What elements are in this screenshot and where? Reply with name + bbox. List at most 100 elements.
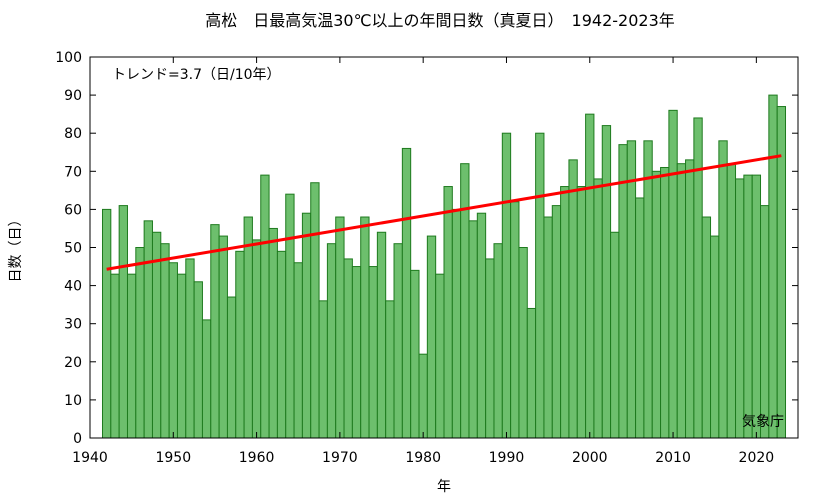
y-tick-label: 70 bbox=[64, 164, 82, 180]
bar bbox=[626, 140, 637, 439]
bar bbox=[426, 235, 437, 439]
x-tick-label: 1950 bbox=[155, 450, 191, 466]
bar bbox=[651, 170, 662, 439]
bar bbox=[410, 269, 420, 439]
bar bbox=[393, 243, 403, 439]
bar bbox=[285, 193, 295, 439]
y-tick-label: 60 bbox=[64, 202, 82, 218]
x-tick-label: 1940 bbox=[72, 450, 108, 466]
bar bbox=[276, 250, 287, 439]
bar bbox=[401, 147, 412, 439]
bar bbox=[110, 273, 120, 439]
bar bbox=[726, 163, 737, 439]
bar bbox=[118, 205, 128, 439]
trend-label: トレンド=3.7（日/10年） bbox=[112, 67, 281, 83]
bar bbox=[576, 186, 587, 439]
bar bbox=[201, 319, 212, 439]
bar bbox=[385, 300, 395, 439]
y-tick-label: 100 bbox=[55, 50, 82, 66]
bar bbox=[318, 300, 328, 439]
x-tick-label: 1980 bbox=[405, 450, 441, 466]
bar bbox=[218, 235, 228, 439]
bar bbox=[160, 243, 170, 439]
y-tick-label: 40 bbox=[64, 279, 82, 295]
bar bbox=[718, 140, 728, 439]
x-tick-label: 1990 bbox=[489, 450, 525, 466]
bar bbox=[451, 208, 462, 439]
y-tick-label: 80 bbox=[64, 126, 82, 142]
bar bbox=[443, 186, 453, 439]
bar bbox=[701, 216, 712, 439]
bar bbox=[485, 258, 495, 439]
bar bbox=[418, 353, 428, 439]
bar bbox=[251, 239, 262, 439]
chart-title: 高松 日最高気温30℃以上の年間日数（真夏日） 1942-2023年 bbox=[205, 11, 675, 30]
bar bbox=[735, 178, 745, 439]
x-tick-label: 1960 bbox=[239, 450, 275, 466]
x-tick-label: 2010 bbox=[655, 450, 691, 466]
bar bbox=[535, 132, 545, 439]
bar bbox=[226, 296, 237, 439]
x-axis-title: 年 bbox=[437, 479, 451, 495]
bar bbox=[210, 224, 220, 439]
trend-layer bbox=[106, 154, 782, 271]
bar bbox=[768, 94, 778, 439]
y-axis-title: 日数（日） bbox=[8, 213, 24, 283]
bar bbox=[601, 125, 612, 439]
y-tick-label: 50 bbox=[64, 241, 82, 257]
bar bbox=[360, 216, 370, 439]
bar bbox=[618, 144, 628, 439]
bar bbox=[135, 247, 145, 439]
bar bbox=[168, 262, 178, 439]
bar bbox=[693, 117, 703, 439]
bar bbox=[143, 220, 153, 439]
bar bbox=[326, 243, 337, 439]
bar bbox=[743, 174, 753, 439]
bar bbox=[593, 178, 603, 439]
x-tick-label: 2020 bbox=[739, 450, 775, 466]
bar bbox=[243, 216, 253, 439]
x-axis: 1940 1950 1960 1970 1980 1990 2000 2010 2020 bbox=[72, 57, 774, 466]
bar bbox=[343, 258, 353, 439]
bar bbox=[501, 132, 512, 439]
y-tick-label: 90 bbox=[64, 88, 82, 104]
y-tick-label: 10 bbox=[64, 393, 82, 409]
bar bbox=[376, 231, 387, 439]
y-tick-label: 0 bbox=[73, 431, 82, 447]
bar bbox=[526, 307, 537, 439]
bar bbox=[560, 186, 570, 439]
trend-line bbox=[106, 154, 782, 271]
bar bbox=[518, 247, 528, 439]
bar bbox=[510, 201, 520, 439]
bar bbox=[476, 212, 487, 439]
bar bbox=[568, 159, 578, 439]
x-tick-label: 1970 bbox=[322, 450, 358, 466]
bar bbox=[543, 216, 553, 439]
bars-layer bbox=[101, 94, 787, 439]
bar bbox=[193, 281, 203, 439]
bar bbox=[635, 197, 645, 439]
bar bbox=[293, 262, 303, 439]
bar bbox=[151, 231, 162, 439]
bar bbox=[301, 212, 312, 439]
bar bbox=[235, 250, 245, 439]
bar bbox=[335, 216, 345, 439]
bar bbox=[351, 266, 362, 439]
bar bbox=[126, 273, 137, 439]
x-tick-label: 2000 bbox=[572, 450, 608, 466]
y-tick-label: 20 bbox=[64, 355, 82, 371]
bar bbox=[685, 159, 695, 439]
bar bbox=[368, 266, 378, 439]
y-tick-label: 30 bbox=[64, 317, 82, 333]
bar bbox=[176, 273, 187, 439]
y-axis: 0 10 20 30 40 50 60 70 80 90 100 bbox=[55, 50, 798, 447]
bar bbox=[668, 109, 678, 439]
bar bbox=[610, 231, 620, 439]
bar bbox=[710, 235, 720, 439]
bar bbox=[585, 113, 595, 439]
bar bbox=[268, 227, 278, 439]
bar bbox=[101, 208, 112, 439]
bar bbox=[676, 163, 687, 439]
